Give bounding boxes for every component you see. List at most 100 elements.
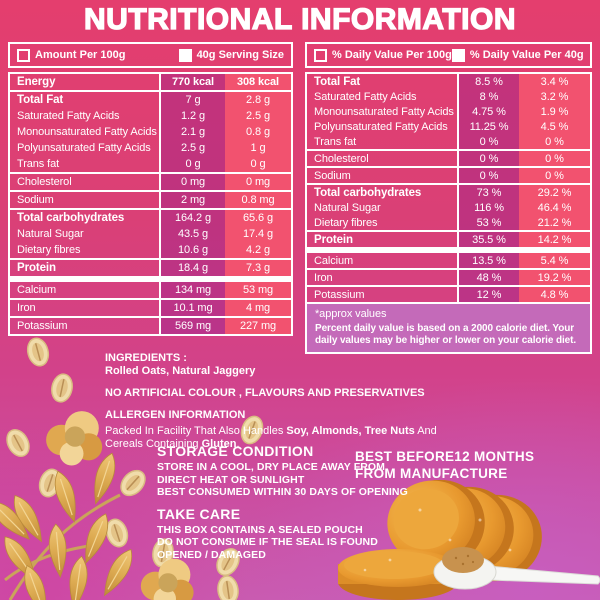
nutrient-row: Protein 18.4 g 7.3 g (10, 260, 291, 276)
nutrient-row: Calcium 134 mg 53 mg (10, 282, 291, 298)
nutrient-row: Iron 10.1 mg 4 mg (10, 300, 291, 316)
nutrient-label: Natural Sugar (314, 201, 381, 214)
best-before-note: BEST BEFORE12 MONTHS FROM MANUFACTURE (355, 448, 534, 482)
nutrient-label: Sodium (314, 169, 351, 182)
nutrient-row: Cholesterol 0 % 0 % (307, 151, 590, 166)
value-per-40g: 2.5 g (225, 108, 291, 124)
value-per-40g: 0.8 g (225, 124, 291, 140)
value-per-100g: 8 % (457, 89, 519, 104)
legend-dv-per-100g: % Daily Value Per 100g (314, 48, 452, 62)
best-before-line: BEST BEFORE12 MONTHS (355, 449, 535, 464)
value-per-40g: 0 % (519, 168, 590, 183)
value-per-100g: 1.2 g (159, 108, 225, 124)
nutrient-label: Potassium (17, 320, 68, 332)
daily-value-disclaimer: Percent daily value is based on a 2000 c… (315, 323, 577, 346)
value-per-40g: 29.2 % (519, 185, 590, 200)
value-per-40g: 308 kcal (225, 74, 291, 90)
table-section: Iron 48 % 19.2 % (307, 268, 590, 285)
nutrient-row: Sodium 0 % 0 % (307, 168, 590, 183)
nutrient-label: Dietary fibres (314, 216, 378, 229)
value-per-100g: 43.5 g (159, 226, 225, 242)
value-per-100g: 73 % (457, 185, 519, 200)
table-section: Cholesterol 0 % 0 % (307, 149, 590, 166)
table-section: Cholesterol 0 mg 0 mg (10, 172, 291, 190)
ingredients-section: INGREDIENTS : Rolled Oats, Natural Jagge… (105, 352, 440, 451)
best-before-line: FROM MANUFACTURE (355, 466, 508, 481)
nutrient-row: Protein 35.5 % 14.2 % (307, 232, 590, 247)
storage-line: BEST CONSUMED WITHIN 30 DAYS OF OPENING (157, 486, 408, 498)
value-per-100g: 164.2 g (159, 210, 225, 226)
nutrient-label: Cholesterol (17, 176, 72, 188)
value-per-40g: 1 g (225, 140, 291, 156)
value-per-100g: 2.5 g (159, 140, 225, 156)
value-per-40g: 14.2 % (519, 232, 590, 247)
nutrient-row: Calcium 13.5 % 5.4 % (307, 253, 590, 268)
table-section: Sodium 0 % 0 % (307, 166, 590, 183)
value-per-100g: 8.5 % (457, 74, 519, 89)
checkbox-outline-icon (314, 48, 327, 62)
nutrient-label: Dietary fibres (17, 244, 81, 256)
table-section: Energy 770 kcal 308 kcal (10, 74, 291, 90)
value-per-100g: 134 mg (159, 282, 225, 298)
legend-label: % Daily Value Per 40g (469, 49, 584, 61)
nutrient-label: Monounsaturated Fatty Acids (314, 105, 454, 118)
take-care-line: OPENED / DAMAGED (157, 548, 266, 561)
table-section: Total carbohydrates 73 % 29.2 % Natural Sug… (307, 183, 590, 230)
storage-line: DIRECT HEAT OR SUNLIGHT (157, 473, 305, 486)
table-section: Sodium 2 mg 0.8 mg (10, 190, 291, 208)
value-per-40g: 17.4 g (225, 226, 291, 242)
value-per-100g: 0 mg (159, 174, 225, 190)
value-per-40g: 19.2 % (519, 270, 590, 285)
ingredients-value: Rolled Oats, Natural Jaggery (105, 365, 256, 377)
value-per-40g: 3.2 % (519, 89, 590, 104)
value-per-40g: 4.2 g (225, 242, 291, 258)
value-per-100g: 2 mg (159, 192, 225, 208)
nutrient-row: Sodium 2 mg 0.8 mg (10, 192, 291, 208)
value-per-40g: 65.6 g (225, 210, 291, 226)
take-care-title: TAKE CARE (157, 505, 241, 522)
value-per-40g: 5.4 % (519, 253, 590, 268)
legend-amount-per-100g: Amount Per 100g (17, 48, 125, 62)
value-per-100g: 48 % (457, 270, 519, 285)
nutrient-label: Sodium (17, 194, 54, 206)
table-footnote: *approx values Percent daily value is ba… (307, 302, 590, 352)
ingredients-title: INGREDIENTS : (105, 352, 187, 364)
value-per-40g: 0 % (519, 151, 590, 166)
checkbox-outline-icon (17, 48, 30, 62)
nutrient-label: Saturated Fatty Acids (17, 110, 120, 122)
nutrient-row: Total Fat 8.5 % 3.4 % (307, 74, 590, 89)
nutrient-label: Natural Sugar (17, 228, 84, 240)
value-per-100g: 0 % (457, 151, 519, 166)
value-per-40g: 4 mg (225, 300, 291, 316)
value-per-100g: 770 kcal (159, 74, 225, 90)
value-per-100g: 11.25 % (457, 119, 519, 134)
nutrient-label: Total Fat (314, 75, 361, 88)
nutrient-label: Calcium (314, 254, 354, 267)
nutrient-label: Potassium (314, 288, 365, 301)
allergen-bold-text: Gluten (201, 438, 237, 450)
value-per-40g: 2.8 g (225, 92, 291, 108)
nutrient-row: Trans fat 0 % 0 % (307, 134, 590, 149)
value-per-100g: 12 % (457, 287, 519, 302)
allergen-title: ALLERGEN INFORMATION (105, 409, 246, 421)
nutrient-row: Dietary fibres 53 % 21.2 % (307, 215, 590, 230)
nutrient-label: Iron (314, 271, 333, 284)
nutrient-row: Monounsaturated Fatty Acids 4.75 % 1.9 % (307, 104, 590, 119)
nutrient-row: Potassium 569 mg 227 mg (10, 318, 291, 334)
nutrient-label: Protein (17, 262, 56, 274)
value-per-100g: 35.5 % (457, 232, 519, 247)
storage-title: STORAGE CONDITION (157, 443, 314, 459)
value-per-40g: 227 mg (225, 318, 291, 334)
nutrient-label: Total carbohydrates (314, 186, 422, 199)
nutrient-row: Energy 770 kcal 308 kcal (10, 74, 291, 90)
table-section: Potassium 569 mg 227 mg (10, 316, 291, 334)
value-per-40g: 3.4 % (519, 74, 590, 89)
value-per-40g: 0 g (225, 156, 291, 172)
value-per-40g: 53 mg (225, 282, 291, 298)
nutrient-row: Total carbohydrates 73 % 29.2 % (307, 185, 590, 200)
nutrient-label: Monounsaturated Fatty Acids (17, 126, 157, 138)
value-per-40g: 21.2 % (519, 215, 590, 230)
